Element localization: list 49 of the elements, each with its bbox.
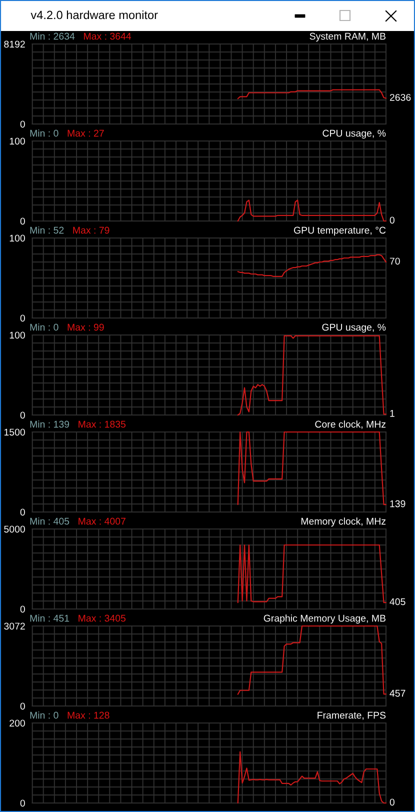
text: Max : 27 (68, 130, 104, 137)
text: Min : 0 (30, 130, 58, 137)
chart-title: v4.2.0 hardware monitor (30, 10, 158, 20)
y-axis-title: Graphic Memory Usage, MB (264, 614, 386, 624)
y-tick-label: 0 (20, 218, 25, 225)
y-axis-title: GPU temperature, °C (294, 226, 386, 236)
y-tick-label: 100 (10, 138, 25, 145)
text: Min : 405 (30, 518, 70, 525)
data-label: 0 (390, 216, 394, 224)
text: Min : 52 (30, 226, 64, 234)
data-label: 0 (390, 798, 394, 806)
data-label: 139 (390, 500, 406, 508)
text: Min : 451 (30, 614, 70, 622)
y-axis-title: Core clock, MHz (315, 420, 386, 429)
text: Min : 139 (30, 420, 70, 428)
y-tick-label: 100 (10, 332, 25, 339)
text: Max : 3644 (84, 32, 132, 40)
data-label: 457 (390, 690, 406, 697)
text: Max : 3405 (78, 614, 126, 622)
y-axis-title: CPU usage, % (322, 130, 386, 139)
y-tick-label: 0 (20, 702, 25, 710)
y-axis-title: GPU usage, % (322, 324, 386, 333)
y-tick-label: 200 (10, 720, 25, 727)
text: Max : 1835 (78, 420, 126, 428)
y-tick-label: 0 (20, 120, 25, 128)
y-tick-label: 0 (20, 800, 25, 807)
text: Min : 0 (30, 324, 58, 331)
y-tick-label: 0 (20, 412, 25, 419)
data-label: 405 (390, 598, 406, 606)
text: Max : 4007 (78, 518, 126, 525)
y-tick-label: 100 (10, 234, 25, 242)
text: Min : 2634 (30, 32, 75, 40)
text: Min : 0 (30, 712, 58, 719)
text: Max : 99 (68, 324, 104, 331)
y-tick-label: 8192 (4, 40, 25, 48)
y-tick-label: 0 (20, 606, 25, 613)
y-axis-title: System RAM, MB (310, 32, 386, 42)
data-label: 2636 (390, 94, 411, 101)
y-axis-title: Framerate, FPS (318, 712, 386, 720)
y-tick-label: 5000 (4, 526, 25, 533)
text: Max : 79 (73, 226, 110, 234)
text: Max : 128 (68, 712, 110, 719)
data-label: 70 (390, 258, 400, 265)
data-label: 1 (390, 410, 394, 417)
y-tick-label: 0 (20, 508, 25, 516)
y-axis-title: Memory clock, MHz (301, 518, 386, 527)
y-tick-label: 0 (20, 314, 25, 322)
y-tick-label: 3072 (4, 622, 25, 630)
y-tick-label: 1500 (4, 428, 25, 436)
